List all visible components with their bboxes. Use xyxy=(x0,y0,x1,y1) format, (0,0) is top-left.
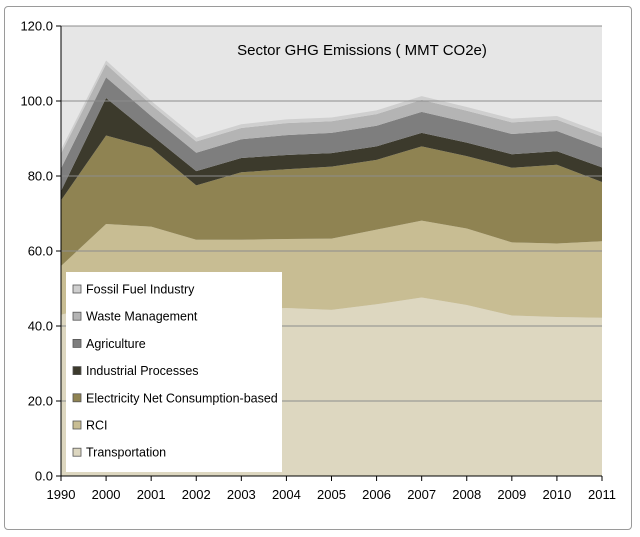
x-tick-label: 2005 xyxy=(317,487,346,502)
y-tick-label: 100.0 xyxy=(20,94,53,109)
legend-label-waste-management: Waste Management xyxy=(86,310,198,324)
x-tick-labels: 1990 2000 2001 2002 2003 2004 2005 2006 2007 2008… xyxy=(47,487,616,502)
x-tick-label: 2011 xyxy=(588,487,616,502)
x-tick-label: 2007 xyxy=(407,487,436,502)
y-tick-label: 80.0 xyxy=(28,169,53,184)
legend-label-industrial-processes: Industrial Processes xyxy=(86,364,199,378)
x-tick-label: 2006 xyxy=(362,487,391,502)
area-electricity-net-consumption-based xyxy=(61,135,602,266)
x-tick-label: 2000 xyxy=(92,487,121,502)
x-tick-label: 2008 xyxy=(452,487,481,502)
legend-label-electricity-net-consumption-based: Electricity Net Consumption-based xyxy=(86,391,278,405)
legend: Fossil Fuel Industry Waste Management Agri… xyxy=(66,272,282,472)
area-fossil-fuel-industry xyxy=(61,60,602,154)
x-tick-label: 2004 xyxy=(272,487,301,502)
x-tick-label: 2001 xyxy=(137,487,166,502)
legend-swatch-rci xyxy=(72,420,82,430)
legend-label-transportation: Transportation xyxy=(86,446,166,460)
axes xyxy=(56,25,603,481)
legend-label-agriculture: Agriculture xyxy=(86,337,146,351)
legend-label-fossil-fuel-industry: Fossil Fuel Industry xyxy=(86,283,195,297)
area-waste-management xyxy=(61,64,602,169)
y-tick-labels: 0.0 20.0 40.0 60.0 80.0 100.0 120.0 xyxy=(20,19,53,484)
legend-swatch-electricity-net-consumption-based xyxy=(72,393,82,403)
x-tick-label: 2010 xyxy=(542,487,571,502)
legend-label-rci: RCI xyxy=(86,419,108,433)
y-tick-label: 20.0 xyxy=(28,394,53,409)
chart-title: Sector GHG Emissions ( MMT CO2e) xyxy=(237,42,487,59)
legend-swatch-agriculture xyxy=(72,338,82,348)
y-tick-label: 120.0 xyxy=(20,19,53,34)
x-tick-label: 2009 xyxy=(497,487,526,502)
area-agriculture xyxy=(61,77,602,191)
legend-swatch-industrial-processes xyxy=(72,366,82,376)
y-tick-label: 0.0 xyxy=(35,469,53,484)
y-tick-label: 40.0 xyxy=(28,319,53,334)
y-tick-label: 60.0 xyxy=(28,244,53,259)
x-tick-label: 2003 xyxy=(227,487,256,502)
x-tick-label: 1990 xyxy=(47,487,76,502)
area-industrial-processes xyxy=(61,98,602,201)
legend-swatch-waste-management xyxy=(72,311,82,321)
legend-swatch-fossil-fuel-industry xyxy=(72,284,82,294)
legend-box xyxy=(66,272,282,472)
legend-swatch-transportation xyxy=(72,447,82,457)
x-tick-label: 2002 xyxy=(182,487,211,502)
